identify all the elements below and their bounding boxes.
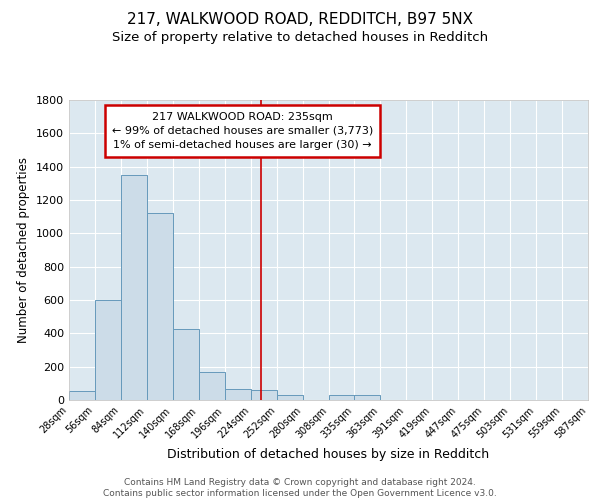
Bar (69, 391, 95, 400)
Bar (354, 395, 380, 400)
Bar (147, 214, 173, 400)
Bar (225, 389, 251, 400)
Bar (199, 372, 225, 400)
Bar (251, 390, 277, 400)
Text: Contains HM Land Registry data © Crown copyright and database right 2024.
Contai: Contains HM Land Registry data © Crown c… (103, 478, 497, 498)
Y-axis label: Number of detached properties: Number of detached properties (17, 157, 31, 343)
Bar (173, 329, 199, 400)
Bar (329, 395, 355, 400)
Bar (277, 395, 303, 400)
Bar (121, 175, 147, 400)
Text: 217, WALKWOOD ROAD, REDDITCH, B97 5NX: 217, WALKWOOD ROAD, REDDITCH, B97 5NX (127, 12, 473, 28)
X-axis label: Distribution of detached houses by size in Redditch: Distribution of detached houses by size … (167, 448, 490, 461)
Bar (95, 300, 121, 400)
Text: Size of property relative to detached houses in Redditch: Size of property relative to detached ho… (112, 31, 488, 44)
Text: 217 WALKWOOD ROAD: 235sqm
← 99% of detached houses are smaller (3,773)
1% of sem: 217 WALKWOOD ROAD: 235sqm ← 99% of detac… (112, 112, 373, 150)
